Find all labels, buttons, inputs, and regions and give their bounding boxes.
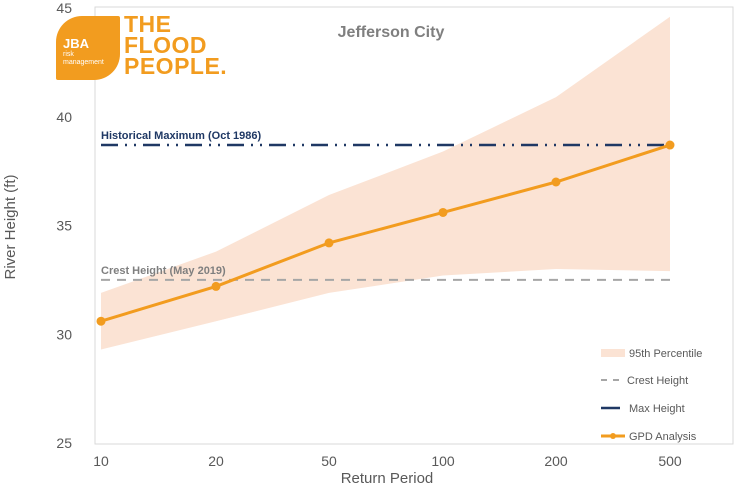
percentile-band [101, 16, 670, 350]
x-tick-label: 100 [431, 453, 455, 469]
logo-badge-text: JBA [63, 36, 90, 51]
x-tick-label: 20 [208, 453, 224, 469]
logo-badge: JBA risk management [56, 16, 120, 80]
legend-label: Max Height [629, 403, 685, 415]
legend-swatch-band [601, 349, 625, 357]
logo-subtext: risk management [63, 51, 104, 67]
y-tick-label: 40 [56, 109, 72, 125]
logo-line3: PEOPLE. [124, 53, 228, 79]
y-tick-label: 45 [56, 0, 72, 16]
logo-line1: THE [124, 11, 172, 37]
max-height-label: Historical Maximum (Oct 1986) [101, 130, 262, 142]
chart-title: Jefferson City [338, 24, 445, 41]
legend-label: GPD Analysis [629, 431, 697, 443]
gpd-data-point [96, 316, 106, 326]
gpd-data-point [551, 177, 561, 187]
y-tick-label: 30 [56, 326, 72, 342]
logo-sub1: risk [63, 51, 74, 58]
logo-sub2: management [63, 59, 104, 66]
gpd-data-point [211, 281, 221, 291]
jba-logo: JBA risk management THE FLOOD PEOPLE. [56, 11, 246, 80]
legend: 95th Percentile Crest Height Max Height GPD… [601, 348, 702, 443]
gpd-data-point [438, 207, 448, 217]
y-tick-label: 25 [56, 435, 72, 451]
x-tick-label: 50 [321, 453, 337, 469]
legend-label: 95th Percentile [629, 348, 702, 360]
legend-label: Crest Height [627, 375, 688, 387]
y-tick-label: 35 [56, 218, 72, 234]
crest-height-label: Crest Height (May 2019) [101, 265, 226, 277]
legend-swatch-gpd-marker [610, 433, 616, 439]
gpd-analysis-line [100, 143, 671, 323]
logo-line2: FLOOD [124, 32, 207, 58]
x-tick-label: 200 [544, 453, 568, 469]
gpd-data-point [324, 238, 334, 248]
plot-area-border [94, 6, 734, 445]
gpd-data-point [665, 140, 675, 150]
x-axis-title: Return Period [341, 470, 434, 487]
x-tick-label: 10 [93, 453, 109, 469]
logo-wordmark: THE FLOOD PEOPLE. [124, 11, 228, 79]
y-axis-title: River Height (ft) [2, 174, 19, 279]
x-tick-label: 500 [658, 453, 682, 469]
